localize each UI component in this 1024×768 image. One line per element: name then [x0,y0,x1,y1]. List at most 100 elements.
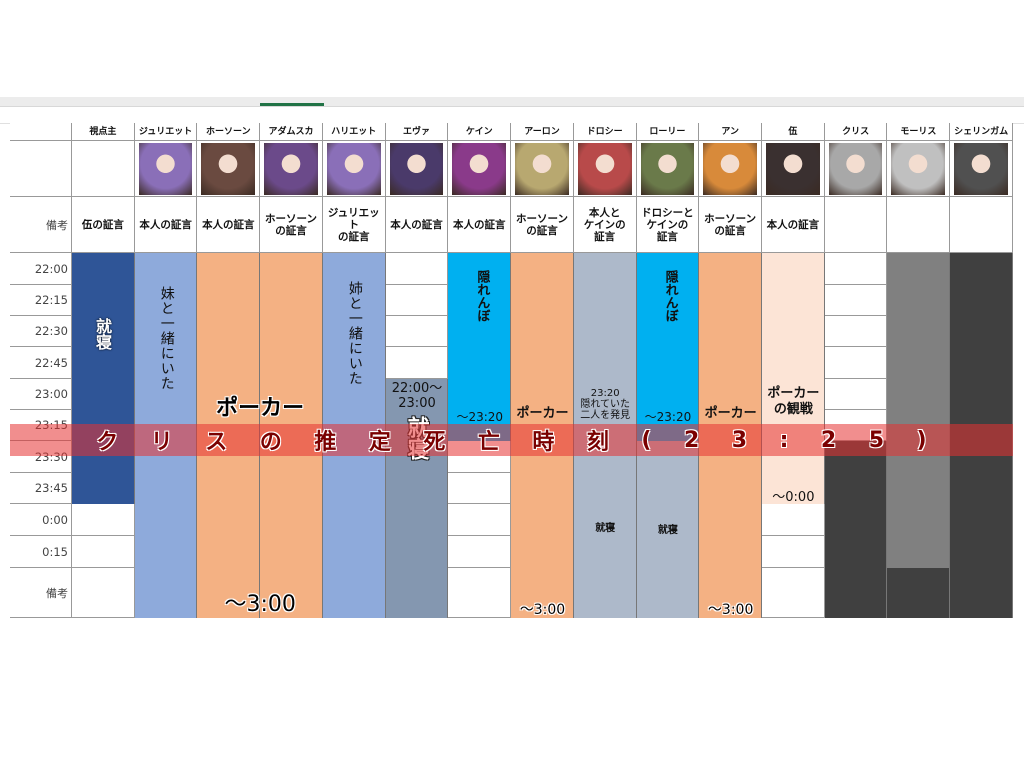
poker-text: ポーカー [216,396,305,421]
banner-char: 5 [868,427,885,453]
time-cell [72,536,135,568]
time-cell [824,285,888,316]
header-corner [10,123,72,141]
character-portrait [766,143,820,195]
remark-cell: 本人の証言 [134,197,198,253]
character-portrait [201,143,256,195]
eva-block [385,379,449,618]
time-cell [72,568,135,618]
column-header-name: 伍 [762,123,825,141]
character-portrait [828,143,883,195]
bottom-remarks-label: 備考 [10,568,72,618]
banner-char: 2 [683,427,700,453]
laurie-sleep-block [636,441,700,618]
time-cell [762,536,825,568]
remark-cell: 本人の証言 [385,197,449,253]
wu-watch-text: ポーカー の観戦 [767,386,820,417]
remark-cell [950,197,1013,253]
remark-cell: 本人の証言 [762,197,825,253]
column-header-name: ジュリエット [134,123,198,141]
eva-time-text: 22:00〜 23:00 [391,381,443,411]
pov-sleep-block [72,253,135,504]
character-portrait [326,143,381,195]
time-cell [824,347,888,379]
time-label: 22:15 [10,285,72,316]
column-header-name: アダムスカ [260,123,323,141]
portrait-corner [10,141,72,197]
time-cell [385,285,449,316]
character-portrait [703,143,758,195]
time-label: 23:45 [10,473,72,504]
column-header-name: ローリー [636,123,700,141]
column-header-name: ドロシー [573,123,637,141]
remark-cell: ホーソーン の証言 [260,197,323,253]
juliet-text: 妹と一緒にいた [158,286,175,391]
pov-sleep-text: 就寝 [93,318,112,350]
spreadsheet-column-header-strip [0,97,1024,107]
time-label: 22:00 [10,253,72,285]
remark-cell: ドロシーと ケインの 証言 [636,197,700,253]
harriet-text: 姉と一緒にいた [346,281,363,386]
time-cell [385,347,449,379]
cain-hide-text: 隠れんぼ [474,270,490,322]
remark-cell: ホーソーン の証言 [511,197,574,253]
time-label: 22:30 [10,316,72,347]
time-label: 0:00 [10,504,72,536]
portrait-cell [72,141,135,197]
column-header-name: シェリンガム [950,123,1013,141]
remark-cell: 本人と ケインの 証言 [573,197,637,253]
time-cell [762,504,825,536]
time-label: 22:45 [10,347,72,379]
time-cell [72,504,135,536]
remarks-row-label: 備考 [10,197,72,253]
character-portrait [954,143,1008,195]
time-cell [824,253,888,285]
column-header-name: ケイン [448,123,512,141]
time-cell [385,316,449,347]
banner-char: 3 [731,427,748,453]
laurie-hide-block [636,253,700,441]
cain-until-text: 〜23:20 [456,410,504,424]
column-header-name: ホーソーン [197,123,261,141]
remark-cell: 本人の証言 [448,197,512,253]
aaron-until-text: 〜3:00 [519,602,566,618]
character-portrait [389,143,444,195]
character-portrait [577,143,632,195]
estimated-death-time-banner: ク リ ス の 推 定 死 亡 時 刻 (2 3: 2 5) [10,424,1013,456]
time-cell [385,253,449,285]
banner-char: ク [96,430,119,455]
banner-char: 亡 [477,430,500,455]
time-cell [448,568,512,618]
character-portrait [891,143,946,195]
dorothy-sleep-text: 就寝 [595,523,616,534]
banner-char: の [259,430,282,455]
time-cell [448,473,512,504]
wu-block [762,253,825,504]
column-header-name: エヴァ [385,123,449,141]
cain-block [448,253,512,441]
laurie-hide-text: 隠れんぼ [662,270,678,322]
column-header-name: アン [699,123,763,141]
banner-char: 時 [532,430,555,455]
time-cell [448,536,512,568]
time-cell [824,316,888,347]
selected-column-indicator [260,103,324,106]
spreadsheet-empty-row [0,107,1024,124]
character-portrait [452,143,507,195]
banner-char: ス [205,430,228,455]
morris-bottom-block [887,568,951,618]
time-label: 0:15 [10,536,72,568]
time-cell [448,504,512,536]
laurie-sleep-text: 就寝 [657,525,678,536]
time-cell [824,379,888,410]
remark-cell [824,197,888,253]
banner-char: 推 [314,430,337,455]
character-portrait [640,143,695,195]
banner-char: 2 [820,427,837,453]
remark-cell: 伍の証言 [72,197,135,253]
banner-char: 死 [423,430,446,455]
time-cell [762,568,825,618]
banner-char: 定 [368,430,391,455]
remark-cell: ジュリエット の証言 [322,197,386,253]
laurie-until-text: 〜23:20 [644,410,692,424]
